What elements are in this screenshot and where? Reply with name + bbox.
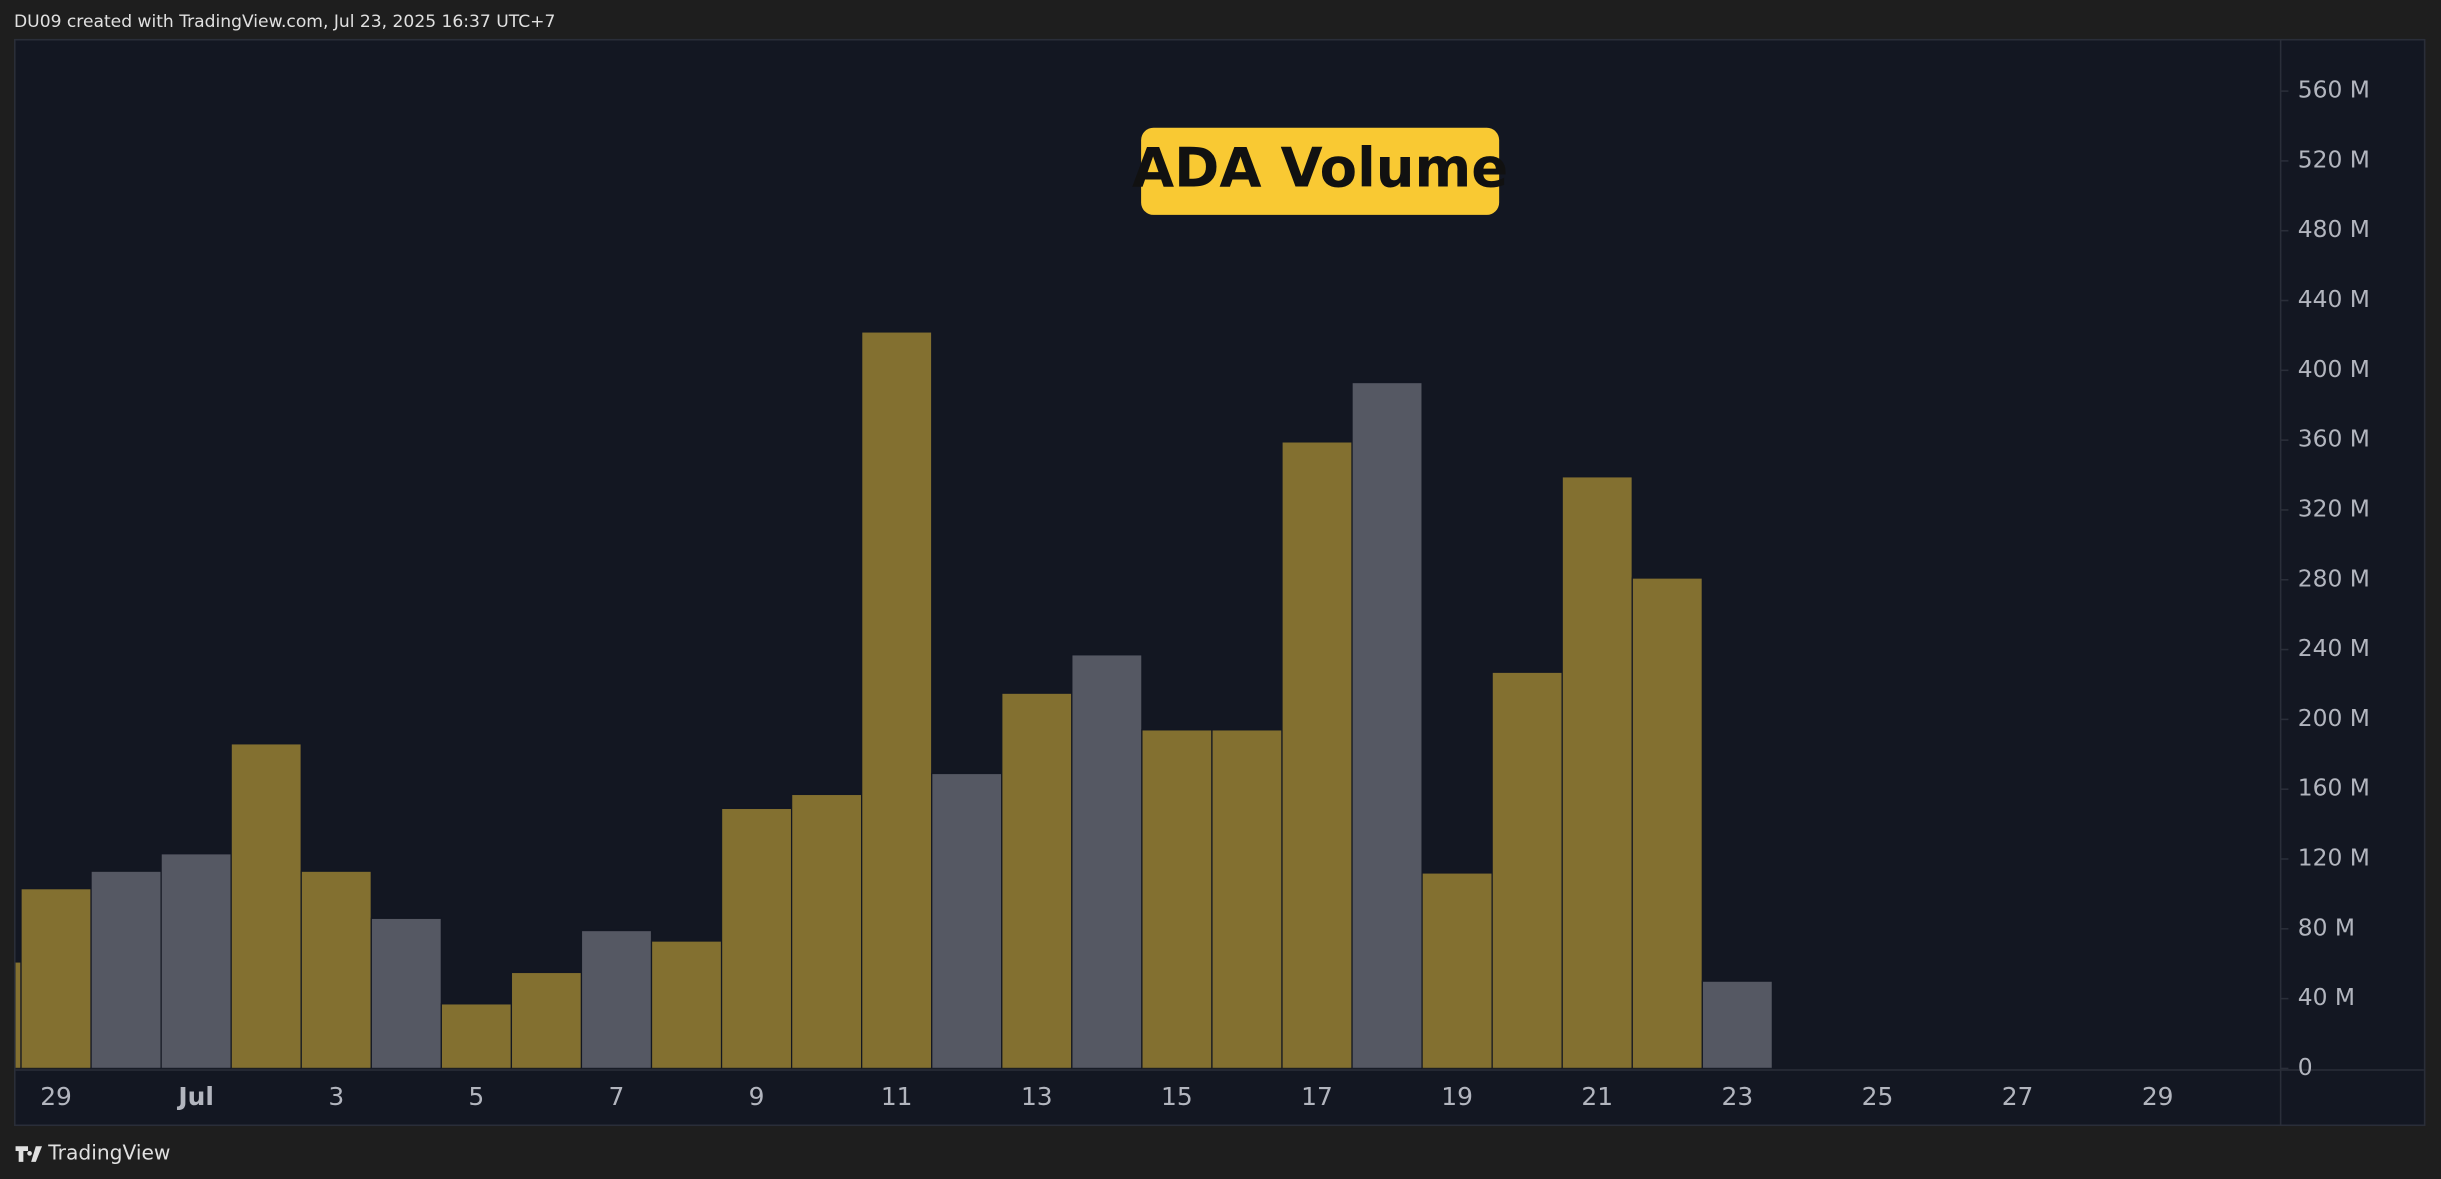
- bar: [160, 853, 232, 1069]
- chart-title: ADA Volume: [1132, 135, 1508, 199]
- x-tick-label: 27: [2002, 1082, 2034, 1111]
- bar: [650, 940, 723, 1069]
- logo: [15, 1146, 43, 1162]
- x-tick-label: 29: [40, 1082, 72, 1111]
- bar: [1351, 381, 1423, 1069]
- bar: [370, 917, 442, 1069]
- bar: [1141, 729, 1213, 1069]
- bars: [15, 331, 1773, 1069]
- y-tick-label: 0: [2298, 1053, 2313, 1081]
- bar: [1001, 692, 1073, 1069]
- y-tick-label: 320 M: [2298, 494, 2370, 522]
- x-tick-label: 9: [749, 1082, 765, 1111]
- bar: [1701, 980, 1773, 1069]
- y-tick-label: 360 M: [2298, 425, 2370, 453]
- x-tick-label: 29: [2142, 1082, 2174, 1111]
- bar: [1631, 577, 1703, 1069]
- bar: [440, 1003, 513, 1069]
- y-tick-label: 400 M: [2298, 355, 2370, 383]
- bar: [1071, 654, 1143, 1069]
- x-tick-label: Jul: [176, 1082, 214, 1111]
- y-tick-label: 560 M: [2298, 76, 2370, 104]
- bar: [1281, 441, 1353, 1069]
- y-tick-label: 160 M: [2298, 774, 2370, 802]
- footer-brand: TradingView: [47, 1141, 170, 1165]
- x-tick-label: 17: [1301, 1082, 1333, 1111]
- bar: [1561, 476, 1633, 1069]
- bar: [90, 870, 162, 1069]
- bar: [300, 870, 372, 1069]
- y-tick-label: 440 M: [2298, 285, 2370, 313]
- header-text: DU09 created with TradingView.com, Jul 2…: [14, 12, 555, 32]
- x-tick-label: 5: [468, 1082, 484, 1111]
- title-box: [1141, 127, 1500, 215]
- x-tick-label: 21: [1581, 1082, 1613, 1111]
- x-tick-label: 25: [1862, 1082, 1894, 1111]
- y-tick-label: 280 M: [2298, 564, 2370, 592]
- bar: [790, 793, 863, 1069]
- bar: [1491, 671, 1563, 1069]
- y-tick-label: 480 M: [2298, 215, 2370, 243]
- bar: [1211, 729, 1283, 1069]
- x-tick-label: 13: [1021, 1082, 1053, 1111]
- bar: [720, 807, 793, 1069]
- bar: [20, 888, 92, 1069]
- x-tick-label: 3: [328, 1082, 344, 1111]
- y-tick-label: 120 M: [2298, 843, 2370, 871]
- x-tick-label: 7: [609, 1082, 625, 1111]
- y-tick-label: 520 M: [2298, 145, 2370, 173]
- x-tick-label: 11: [881, 1082, 913, 1111]
- x-tick-label: 19: [1441, 1082, 1473, 1111]
- x-tick-label: 15: [1161, 1082, 1193, 1111]
- bar: [1421, 872, 1493, 1069]
- y-tick-label: 200 M: [2298, 704, 2370, 732]
- bar: [230, 743, 302, 1069]
- y-tick-label: 40 M: [2298, 983, 2355, 1011]
- y-tick-label: 80 M: [2298, 913, 2355, 941]
- y-tick-label: 240 M: [2298, 634, 2370, 662]
- bar: [931, 772, 1003, 1069]
- x-tick-label: 23: [1721, 1082, 1753, 1111]
- bar: [580, 929, 653, 1069]
- bar: [510, 971, 583, 1069]
- bar: [861, 331, 933, 1069]
